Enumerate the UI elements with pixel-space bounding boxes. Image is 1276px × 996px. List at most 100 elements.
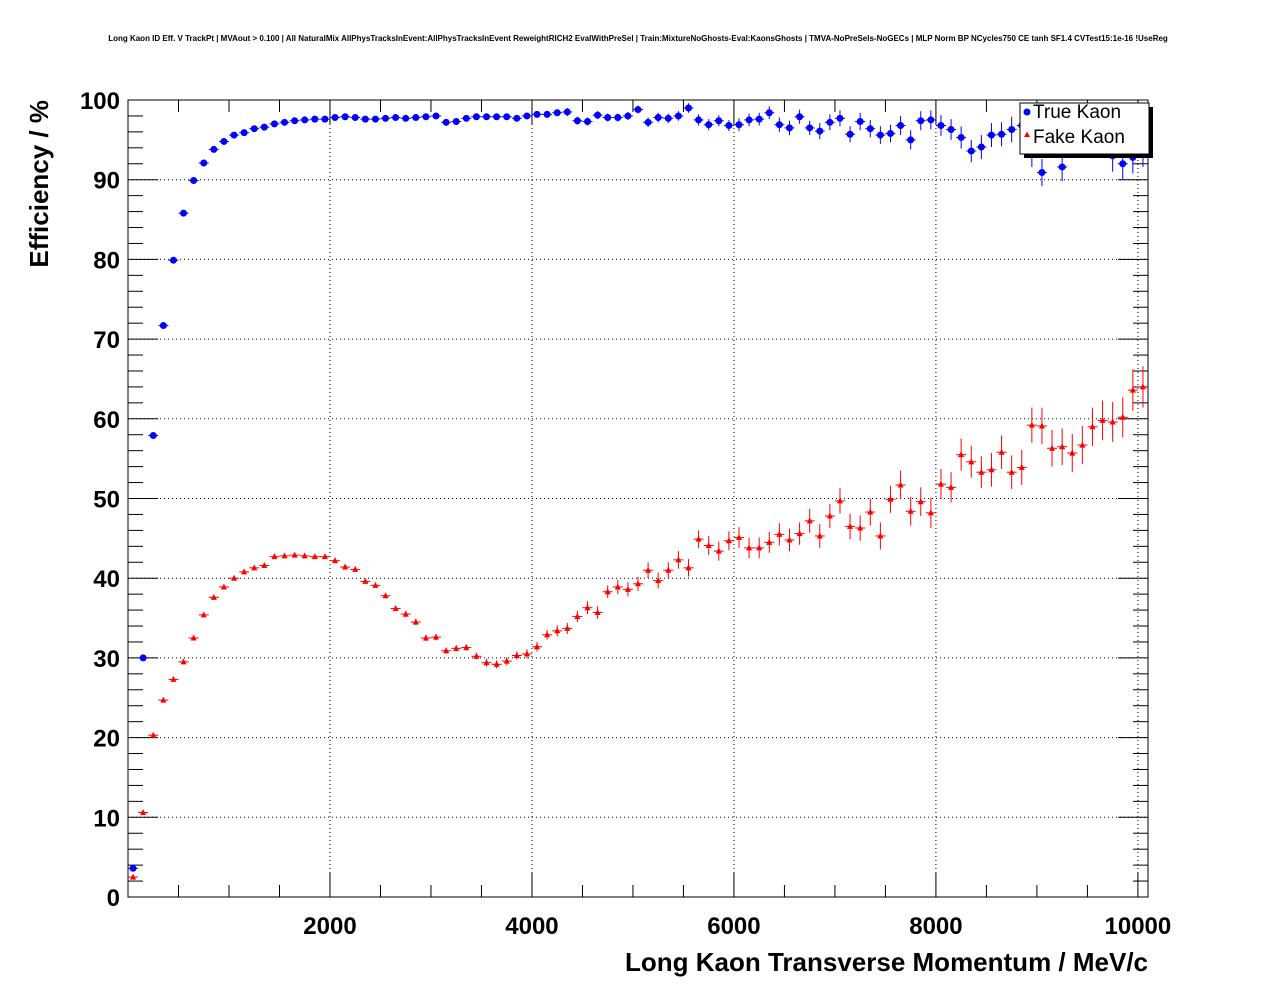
x-tick-label: 4000 (505, 913, 558, 940)
fake-kaon-point (241, 568, 248, 575)
fake-kaon-point (867, 508, 874, 515)
true-kaon-point (917, 117, 925, 125)
y-tick-label: 60 (93, 407, 120, 434)
y-tick-label: 50 (93, 487, 120, 514)
fake-kaon-point (1079, 441, 1086, 448)
fake-kaon-point (523, 650, 530, 657)
true-kaon-point (967, 147, 975, 155)
true-kaon-point (664, 114, 672, 122)
true-kaon-point (866, 125, 874, 133)
fake-kaon-point (1028, 421, 1035, 428)
true-kaon-point (674, 112, 682, 120)
fake-kaon-point (342, 563, 349, 570)
fake-kaon-point (887, 495, 894, 502)
fake-kaon-point (1099, 416, 1106, 423)
fake-kaon-point (140, 809, 147, 816)
fake-kaon-point (685, 564, 692, 571)
fake-kaon-point (261, 561, 268, 568)
true-kaon-point (533, 110, 541, 118)
true-kaon-point (402, 114, 410, 122)
true-kaon-point (392, 114, 400, 122)
fake-kaon-point (1129, 386, 1136, 393)
fake-kaon-point (624, 585, 631, 592)
fake-kaon-point (332, 557, 339, 564)
fake-kaon-point (675, 556, 682, 563)
fake-kaon-point (968, 458, 975, 465)
true-kaon-point (563, 108, 571, 116)
fake-kaon-point (251, 564, 258, 571)
fake-kaon-point (796, 530, 803, 537)
y-axis-title: Efficiency / % (24, 100, 54, 268)
legend-label-fake-kaon: Fake Kaon (1033, 127, 1125, 148)
true-kaon-point (584, 118, 592, 126)
true-kaon-point (180, 209, 188, 217)
true-kaon-point (644, 118, 652, 126)
fake-kaon-point (604, 588, 611, 595)
fake-kaon-point (725, 537, 732, 544)
fake-kaon-point (463, 644, 470, 651)
y-tick-label: 0 (107, 885, 120, 912)
fake-kaon-point (291, 551, 298, 558)
fake-kaon-point (493, 660, 500, 667)
fake-kaon-point (422, 634, 429, 641)
fake-kaon-point (665, 566, 672, 573)
true-kaon-series (128, 103, 1148, 872)
true-kaon-point (796, 113, 804, 121)
legend: True Kaon Fake Kaon (1019, 102, 1153, 158)
fake-kaon-point (231, 574, 238, 581)
fake-kaon-point (1139, 383, 1146, 390)
fake-kaon-point (433, 633, 440, 640)
true-kaon-point (351, 114, 359, 122)
fake-kaon-point (1069, 449, 1076, 456)
fake-kaon-point (412, 618, 419, 625)
fake-kaon-point (594, 608, 601, 615)
true-kaon-point (139, 654, 147, 662)
fake-kaon-point (847, 522, 854, 529)
fake-kaon-point (635, 580, 641, 587)
fake-kaon-point (402, 610, 409, 617)
true-kaon-point (937, 122, 945, 130)
fake-kaon-point (746, 544, 753, 551)
grid-lines (128, 99, 1148, 898)
true-kaon-point (614, 114, 622, 122)
fake-kaon-point (988, 466, 995, 473)
fake-kaon-point (1018, 463, 1025, 470)
true-kaon-point (200, 159, 208, 167)
fake-kaon-point (352, 565, 359, 572)
true-kaon-point (220, 137, 228, 145)
fake-kaon-point (715, 547, 722, 554)
true-kaon-point (483, 113, 491, 121)
true-kaon-point (169, 256, 177, 264)
true-kaon-point (594, 111, 602, 119)
fake-kaon-point (362, 577, 369, 584)
fake-kaon-point (513, 652, 520, 659)
fake-kaon-series (128, 366, 1148, 880)
fake-kaon-point (311, 553, 318, 560)
true-kaon-point (957, 133, 965, 141)
fake-kaon-point (917, 498, 924, 505)
true-kaon-point (341, 113, 349, 121)
fake-kaon-point (150, 731, 157, 738)
true-kaon-point (977, 143, 985, 151)
x-tick-label: 10000 (1105, 913, 1172, 940)
true-kaon-point (321, 115, 329, 123)
true-kaon-point (513, 114, 521, 122)
fake-kaon-point (776, 530, 783, 537)
true-kaon-point (897, 122, 905, 130)
true-kaon-point (1038, 169, 1046, 177)
true-kaon-point (573, 117, 581, 125)
true-kaon-point (604, 114, 612, 122)
fake-kaon-point (705, 542, 712, 549)
true-kaon-point (230, 131, 238, 139)
true-kaon-point (503, 113, 511, 121)
fake-kaon-point (554, 627, 561, 634)
data-points (128, 103, 1148, 880)
true-kaon-point (149, 432, 157, 440)
fake-kaon-point (998, 448, 1005, 455)
fake-kaon-point (372, 581, 379, 588)
fake-kaon-point (200, 611, 207, 618)
true-kaon-point (1058, 163, 1066, 171)
fake-kaon-point (897, 481, 904, 488)
true-kaon-point (553, 109, 561, 117)
fake-kaon-point (806, 517, 813, 524)
